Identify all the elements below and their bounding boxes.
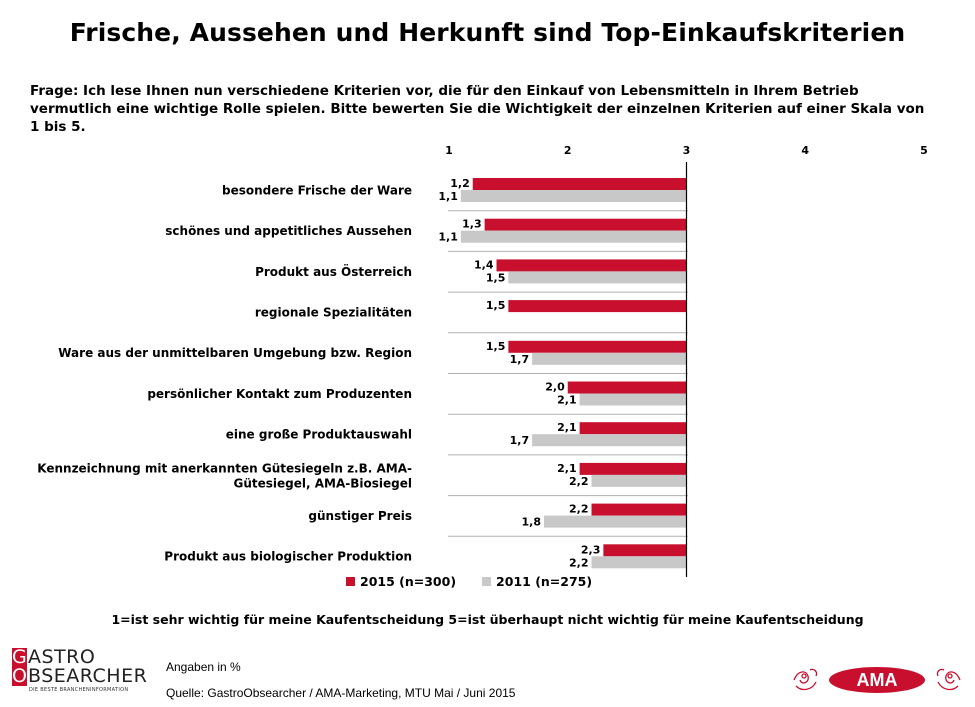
legend-swatch-2011 bbox=[482, 577, 492, 586]
x-tick-label: 3 bbox=[683, 144, 691, 157]
data-label-2011: 2,2 bbox=[569, 556, 589, 569]
legend-label-2011: 2011 (n=275) bbox=[496, 574, 593, 589]
legend-swatch-2015 bbox=[346, 577, 355, 586]
data-label-2015: 1,5 bbox=[486, 340, 506, 353]
bar-2011 bbox=[460, 230, 687, 243]
data-label-2015: 1,5 bbox=[486, 299, 506, 312]
logo-tagline: DIE BESTE BRANCHENINFORMATION bbox=[29, 687, 129, 693]
bar-2011 bbox=[532, 434, 687, 447]
category-label: persönlicher Kontakt zum Produzenten bbox=[147, 387, 412, 401]
data-label-2015: 2,3 bbox=[581, 543, 601, 556]
bar-2015 bbox=[496, 259, 687, 272]
data-label-2015: 2,2 bbox=[569, 503, 589, 516]
x-tick-label: 4 bbox=[801, 144, 809, 157]
ama-logo-ornament-left bbox=[793, 668, 818, 691]
category-label: regionale Spezialitäten bbox=[255, 305, 412, 319]
bar-2015 bbox=[567, 381, 687, 394]
data-label-2011: 1,1 bbox=[438, 190, 458, 203]
category-label: Gütesiegel, AMA-Biosiegel bbox=[234, 476, 412, 490]
bar-2011 bbox=[460, 190, 687, 202]
bar-2011 bbox=[508, 271, 687, 284]
category-label: Produkt aus biologischer Produktion bbox=[164, 550, 412, 564]
chart-legend: 2015 (n=300) 2011 (n=275) bbox=[346, 574, 592, 589]
bar-2015 bbox=[508, 340, 687, 353]
category-label: günstiger Preis bbox=[308, 509, 412, 523]
logo-text-line2: OBSEARCHER bbox=[12, 665, 148, 687]
x-tick-label: 5 bbox=[920, 144, 928, 157]
data-label-2015: 1,3 bbox=[462, 218, 482, 231]
legend-item-2015: 2015 (n=300) bbox=[346, 574, 456, 589]
scale-note: 1=ist sehr wichtig für meine Kaufentsche… bbox=[111, 612, 864, 627]
data-label-2011: 1,1 bbox=[438, 231, 458, 244]
bar-2015 bbox=[579, 462, 687, 475]
data-label-2015: 1,4 bbox=[474, 258, 494, 271]
unit-note: Angaben in % bbox=[166, 660, 241, 674]
chart-notes: Angaben in % Quelle: GastroObsearcher / … bbox=[166, 654, 515, 706]
bar-2015 bbox=[591, 503, 687, 516]
survey-question: Frage: Ich lese Ihnen nun verschiedene K… bbox=[30, 83, 925, 135]
ama-logo-text: AMA bbox=[857, 670, 898, 690]
data-label-2015: 1,2 bbox=[450, 177, 470, 190]
data-label-2011: 2,2 bbox=[569, 475, 589, 488]
bar-2011 bbox=[579, 393, 687, 406]
gastro-obsearcher-logo: GASTRO OBSEARCHER DIE BESTE BRANCHENINFO… bbox=[12, 648, 152, 698]
page-title: Frische, Aussehen und Herkunft sind Top-… bbox=[69, 18, 906, 47]
source-note: Quelle: GastroObsearcher / AMA-Marketing… bbox=[166, 686, 516, 700]
data-label-2011: 1,7 bbox=[510, 353, 530, 366]
bar-2015 bbox=[603, 544, 687, 557]
data-label-2011: 1,8 bbox=[522, 516, 542, 529]
data-label-2011: 2,1 bbox=[557, 394, 577, 407]
data-label-2011: 1,7 bbox=[510, 434, 530, 447]
bar-2015 bbox=[484, 218, 687, 231]
bar-2015 bbox=[508, 300, 687, 313]
data-label-2015: 2,1 bbox=[557, 462, 577, 475]
data-label-2015: 2,0 bbox=[545, 381, 565, 394]
category-label: eine große Produktauswahl bbox=[226, 428, 412, 442]
bar-2015 bbox=[472, 178, 687, 190]
legend-label-2015: 2015 (n=300) bbox=[360, 574, 457, 589]
ama-logo: AMA bbox=[793, 667, 961, 693]
ama-logo-ornament-right bbox=[936, 668, 961, 691]
logo-text-line1: GASTRO bbox=[12, 646, 96, 668]
data-label-2011: 1,5 bbox=[486, 271, 506, 284]
x-tick-label: 1 bbox=[445, 144, 453, 157]
category-label: Ware aus der unmittelbaren Umgebung bzw.… bbox=[58, 346, 412, 360]
bar-2011 bbox=[591, 556, 687, 569]
bar-2015 bbox=[579, 422, 687, 435]
bar-2011 bbox=[544, 515, 687, 528]
category-label: Kennzeichnung mit anerkannten Gütesiegel… bbox=[37, 461, 412, 475]
bar-2011 bbox=[591, 474, 687, 487]
category-label: Produkt aus Österreich bbox=[255, 264, 412, 279]
x-tick-label: 2 bbox=[564, 144, 572, 157]
data-label-2015: 2,1 bbox=[557, 421, 577, 434]
category-label: besondere Frische der Ware bbox=[222, 183, 412, 197]
bar-2011 bbox=[532, 352, 687, 365]
legend-item-2011: 2011 (n=275) bbox=[482, 574, 592, 589]
ama-logo-oval bbox=[829, 667, 925, 693]
category-label: schönes und appetitliches Aussehen bbox=[165, 224, 412, 238]
